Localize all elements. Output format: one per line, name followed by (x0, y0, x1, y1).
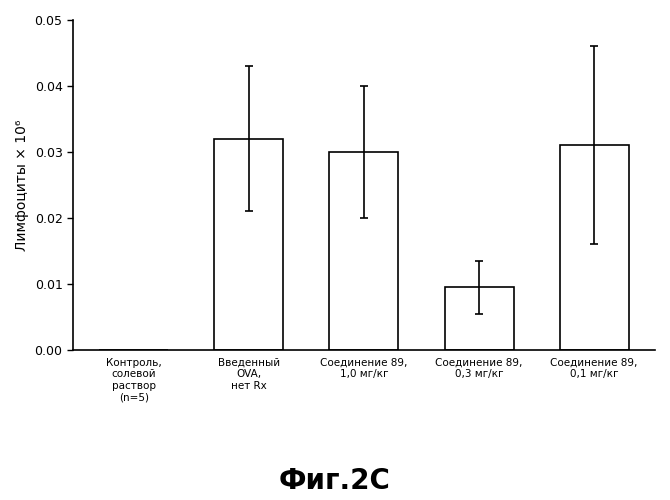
Bar (559, 146, 628, 350)
Bar (214, 139, 283, 350)
Y-axis label: Лимфоциты × 10⁶: Лимфоциты × 10⁶ (15, 120, 29, 250)
Text: Фиг.2C: Фиг.2C (279, 467, 391, 495)
Bar (330, 152, 399, 350)
Bar (444, 288, 513, 350)
